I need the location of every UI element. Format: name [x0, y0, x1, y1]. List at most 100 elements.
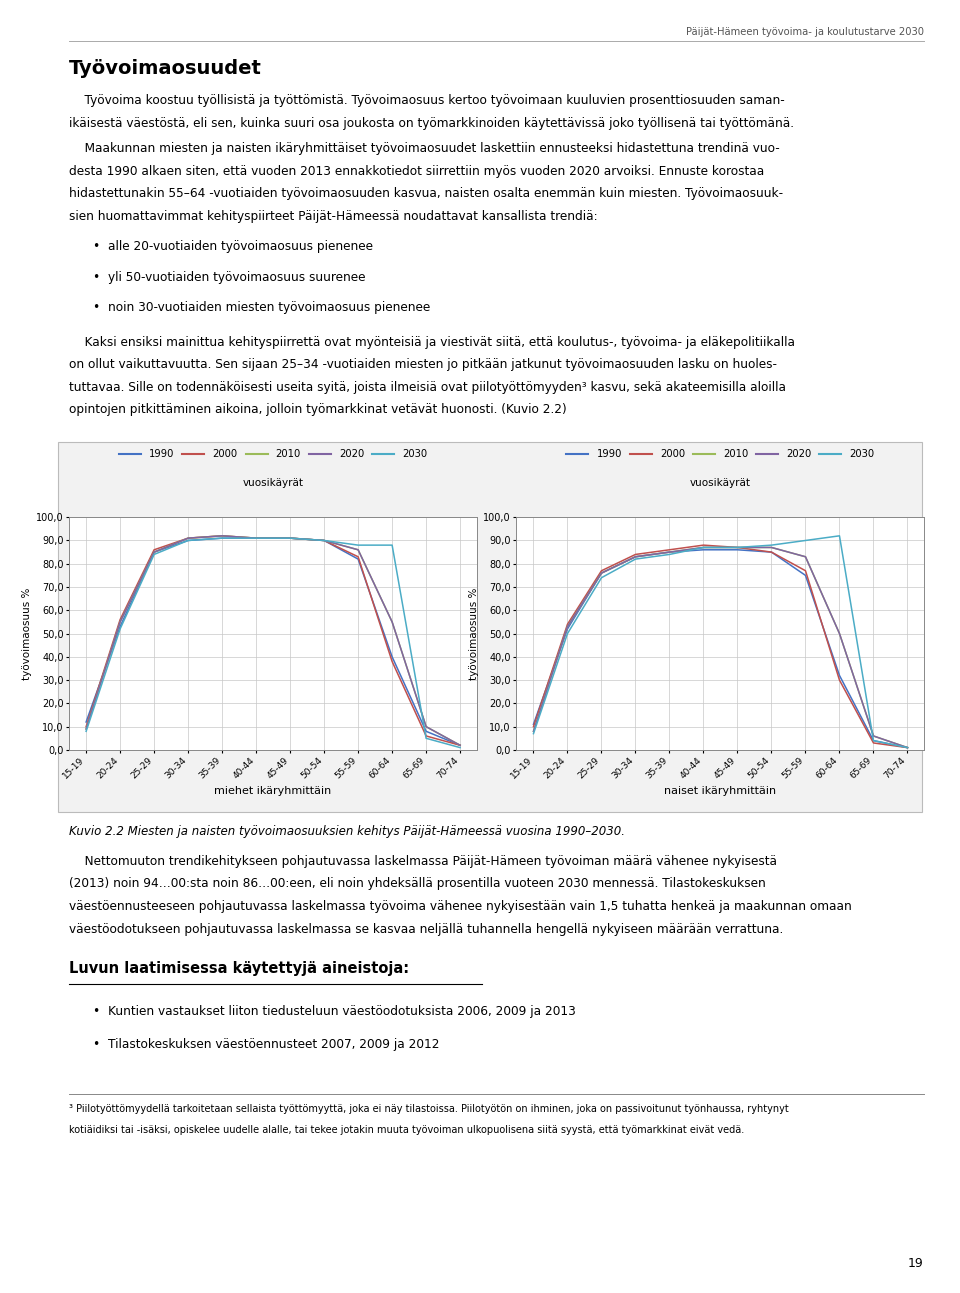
2010 [216, 528, 228, 543]
2020 [663, 544, 675, 560]
2030 [284, 530, 296, 546]
2030 [319, 533, 330, 548]
1990 [596, 565, 608, 581]
1990 [800, 568, 811, 583]
Legend: 1990, 2000, 2010, 2020, 2030: 1990, 2000, 2010, 2020, 2030 [563, 445, 878, 463]
Y-axis label: työvoimaosuus %: työvoimaosuus % [22, 587, 32, 680]
2020 [114, 614, 126, 630]
1990 [114, 619, 126, 635]
Text: •  Kuntien vastaukset liiton tiedusteluun väestöodotuksista 2006, 2009 ja 2013: • Kuntien vastaukset liiton tiedusteluun… [93, 1005, 576, 1018]
1990 [454, 737, 466, 753]
2020 [766, 539, 778, 555]
Line: 2030: 2030 [86, 538, 460, 747]
1990 [528, 716, 540, 732]
2000 [216, 528, 228, 543]
Line: 2030: 2030 [534, 535, 907, 747]
2000 [868, 736, 879, 751]
2000 [596, 562, 608, 578]
1990 [420, 724, 432, 740]
Line: 2010: 2010 [86, 535, 460, 745]
Text: sien huomattavimmat kehityspiirteet Päijät-Hämeessä noudattavat kansallista tren: sien huomattavimmat kehityspiirteet Päij… [69, 209, 598, 224]
2020 [251, 530, 262, 546]
Text: tuttavaa. Sille on todennäköisesti useita syitä, joista ilmeisiä ovat piilotyött: tuttavaa. Sille on todennäköisesti useit… [69, 380, 786, 394]
2020 [868, 728, 879, 743]
2030 [630, 551, 641, 566]
2010 [596, 565, 608, 581]
2030 [149, 547, 160, 562]
Line: 2020: 2020 [86, 535, 460, 745]
2010 [420, 719, 432, 734]
Text: vuosikäyrät: vuosikäyrät [690, 478, 751, 489]
2020 [454, 737, 466, 753]
Text: Työvoimaosuudet: Työvoimaosuudet [69, 59, 262, 79]
2000 [284, 530, 296, 546]
2030 [562, 626, 573, 641]
Text: ³ Piilotyöttömyydellä tarkoitetaan sellaista työttömyyttä, joka ei näy tilastois: ³ Piilotyöttömyydellä tarkoitetaan sella… [69, 1104, 789, 1115]
2030 [596, 570, 608, 586]
Text: •  Tilastokeskuksen väestöennusteet 2007, 2009 ja 2012: • Tilastokeskuksen väestöennusteet 2007,… [93, 1038, 440, 1051]
2010 [901, 740, 913, 755]
2010 [114, 614, 126, 630]
2000 [149, 542, 160, 557]
2030 [698, 539, 709, 555]
Text: desta 1990 alkaen siten, että vuoden 2013 ennakkotiedot siirrettiin myös vuoden : desta 1990 alkaen siten, että vuoden 201… [69, 164, 764, 178]
1990 [319, 533, 330, 548]
Text: •  yli 50-vuotiaiden työvoimaosuus suurenee: • yli 50-vuotiaiden työvoimaosuus suuren… [93, 270, 366, 284]
Text: Luvun laatimisessa käytettyjä aineistoja:: Luvun laatimisessa käytettyjä aineistoja… [69, 961, 409, 976]
Text: väestöodotukseen pohjautuvassa laskelmassa se kasvaa neljällä tuhannella hengell: väestöodotukseen pohjautuvassa laskelmas… [69, 923, 783, 936]
2000 [698, 538, 709, 553]
2010 [732, 539, 743, 555]
2000 [251, 530, 262, 546]
2030 [81, 724, 92, 740]
2010 [800, 550, 811, 565]
2020 [732, 539, 743, 555]
2020 [182, 530, 194, 546]
1990 [284, 530, 296, 546]
Text: •  noin 30-vuotiaiden miesten työvoimaosuus pienenee: • noin 30-vuotiaiden miesten työvoimaosu… [93, 301, 430, 314]
2010 [663, 544, 675, 560]
2020 [284, 530, 296, 546]
2000 [420, 728, 432, 743]
2010 [562, 619, 573, 635]
Text: kotiäidiksi tai -isäksi, opiskelee uudelle alalle, tai tekee jotakin muuta työvo: kotiäidiksi tai -isäksi, opiskelee uudel… [69, 1125, 744, 1135]
2000 [319, 533, 330, 548]
Legend: 1990, 2000, 2010, 2020, 2030: 1990, 2000, 2010, 2020, 2030 [115, 445, 431, 463]
Text: vuosikäyrät: vuosikäyrät [243, 478, 303, 489]
Line: 2020: 2020 [534, 547, 907, 747]
2000 [454, 737, 466, 753]
2020 [833, 626, 845, 641]
2020 [596, 565, 608, 581]
1990 [216, 530, 228, 546]
2000 [833, 672, 845, 688]
2010 [528, 724, 540, 740]
Text: 19: 19 [908, 1257, 924, 1270]
2030 [454, 740, 466, 755]
2030 [216, 530, 228, 546]
X-axis label: naiset ikäryhmittäin: naiset ikäryhmittäin [664, 786, 777, 796]
1990 [562, 621, 573, 636]
2010 [766, 539, 778, 555]
2030 [766, 538, 778, 553]
1990 [663, 544, 675, 560]
Line: 2000: 2000 [86, 535, 460, 745]
2030 [868, 733, 879, 749]
Line: 2000: 2000 [534, 546, 907, 747]
2000 [386, 654, 397, 670]
2010 [868, 728, 879, 743]
2000 [630, 547, 641, 562]
Text: (2013) noin 94…00:sta noin 86…00:een, eli noin yhdeksällä prosentilla vuoteen 20: (2013) noin 94…00:sta noin 86…00:een, el… [69, 878, 766, 891]
Y-axis label: työvoimaosuus %: työvoimaosuus % [469, 587, 479, 680]
2010 [284, 530, 296, 546]
2010 [352, 542, 364, 557]
1990 [149, 544, 160, 560]
2020 [420, 719, 432, 734]
2030 [901, 740, 913, 755]
2010 [833, 626, 845, 641]
Text: opintojen pitkittäminen aikoina, jolloin työmarkkinat vetävät huonosti. (Kuvio 2: opintojen pitkittäminen aikoina, jolloin… [69, 403, 566, 416]
Text: Päijät-Hämeen työvoima- ja koulutustarve 2030: Päijät-Hämeen työvoima- ja koulutustarve… [685, 27, 924, 37]
2030 [833, 528, 845, 543]
1990 [698, 542, 709, 557]
2020 [352, 542, 364, 557]
2000 [528, 719, 540, 734]
1990 [868, 733, 879, 749]
